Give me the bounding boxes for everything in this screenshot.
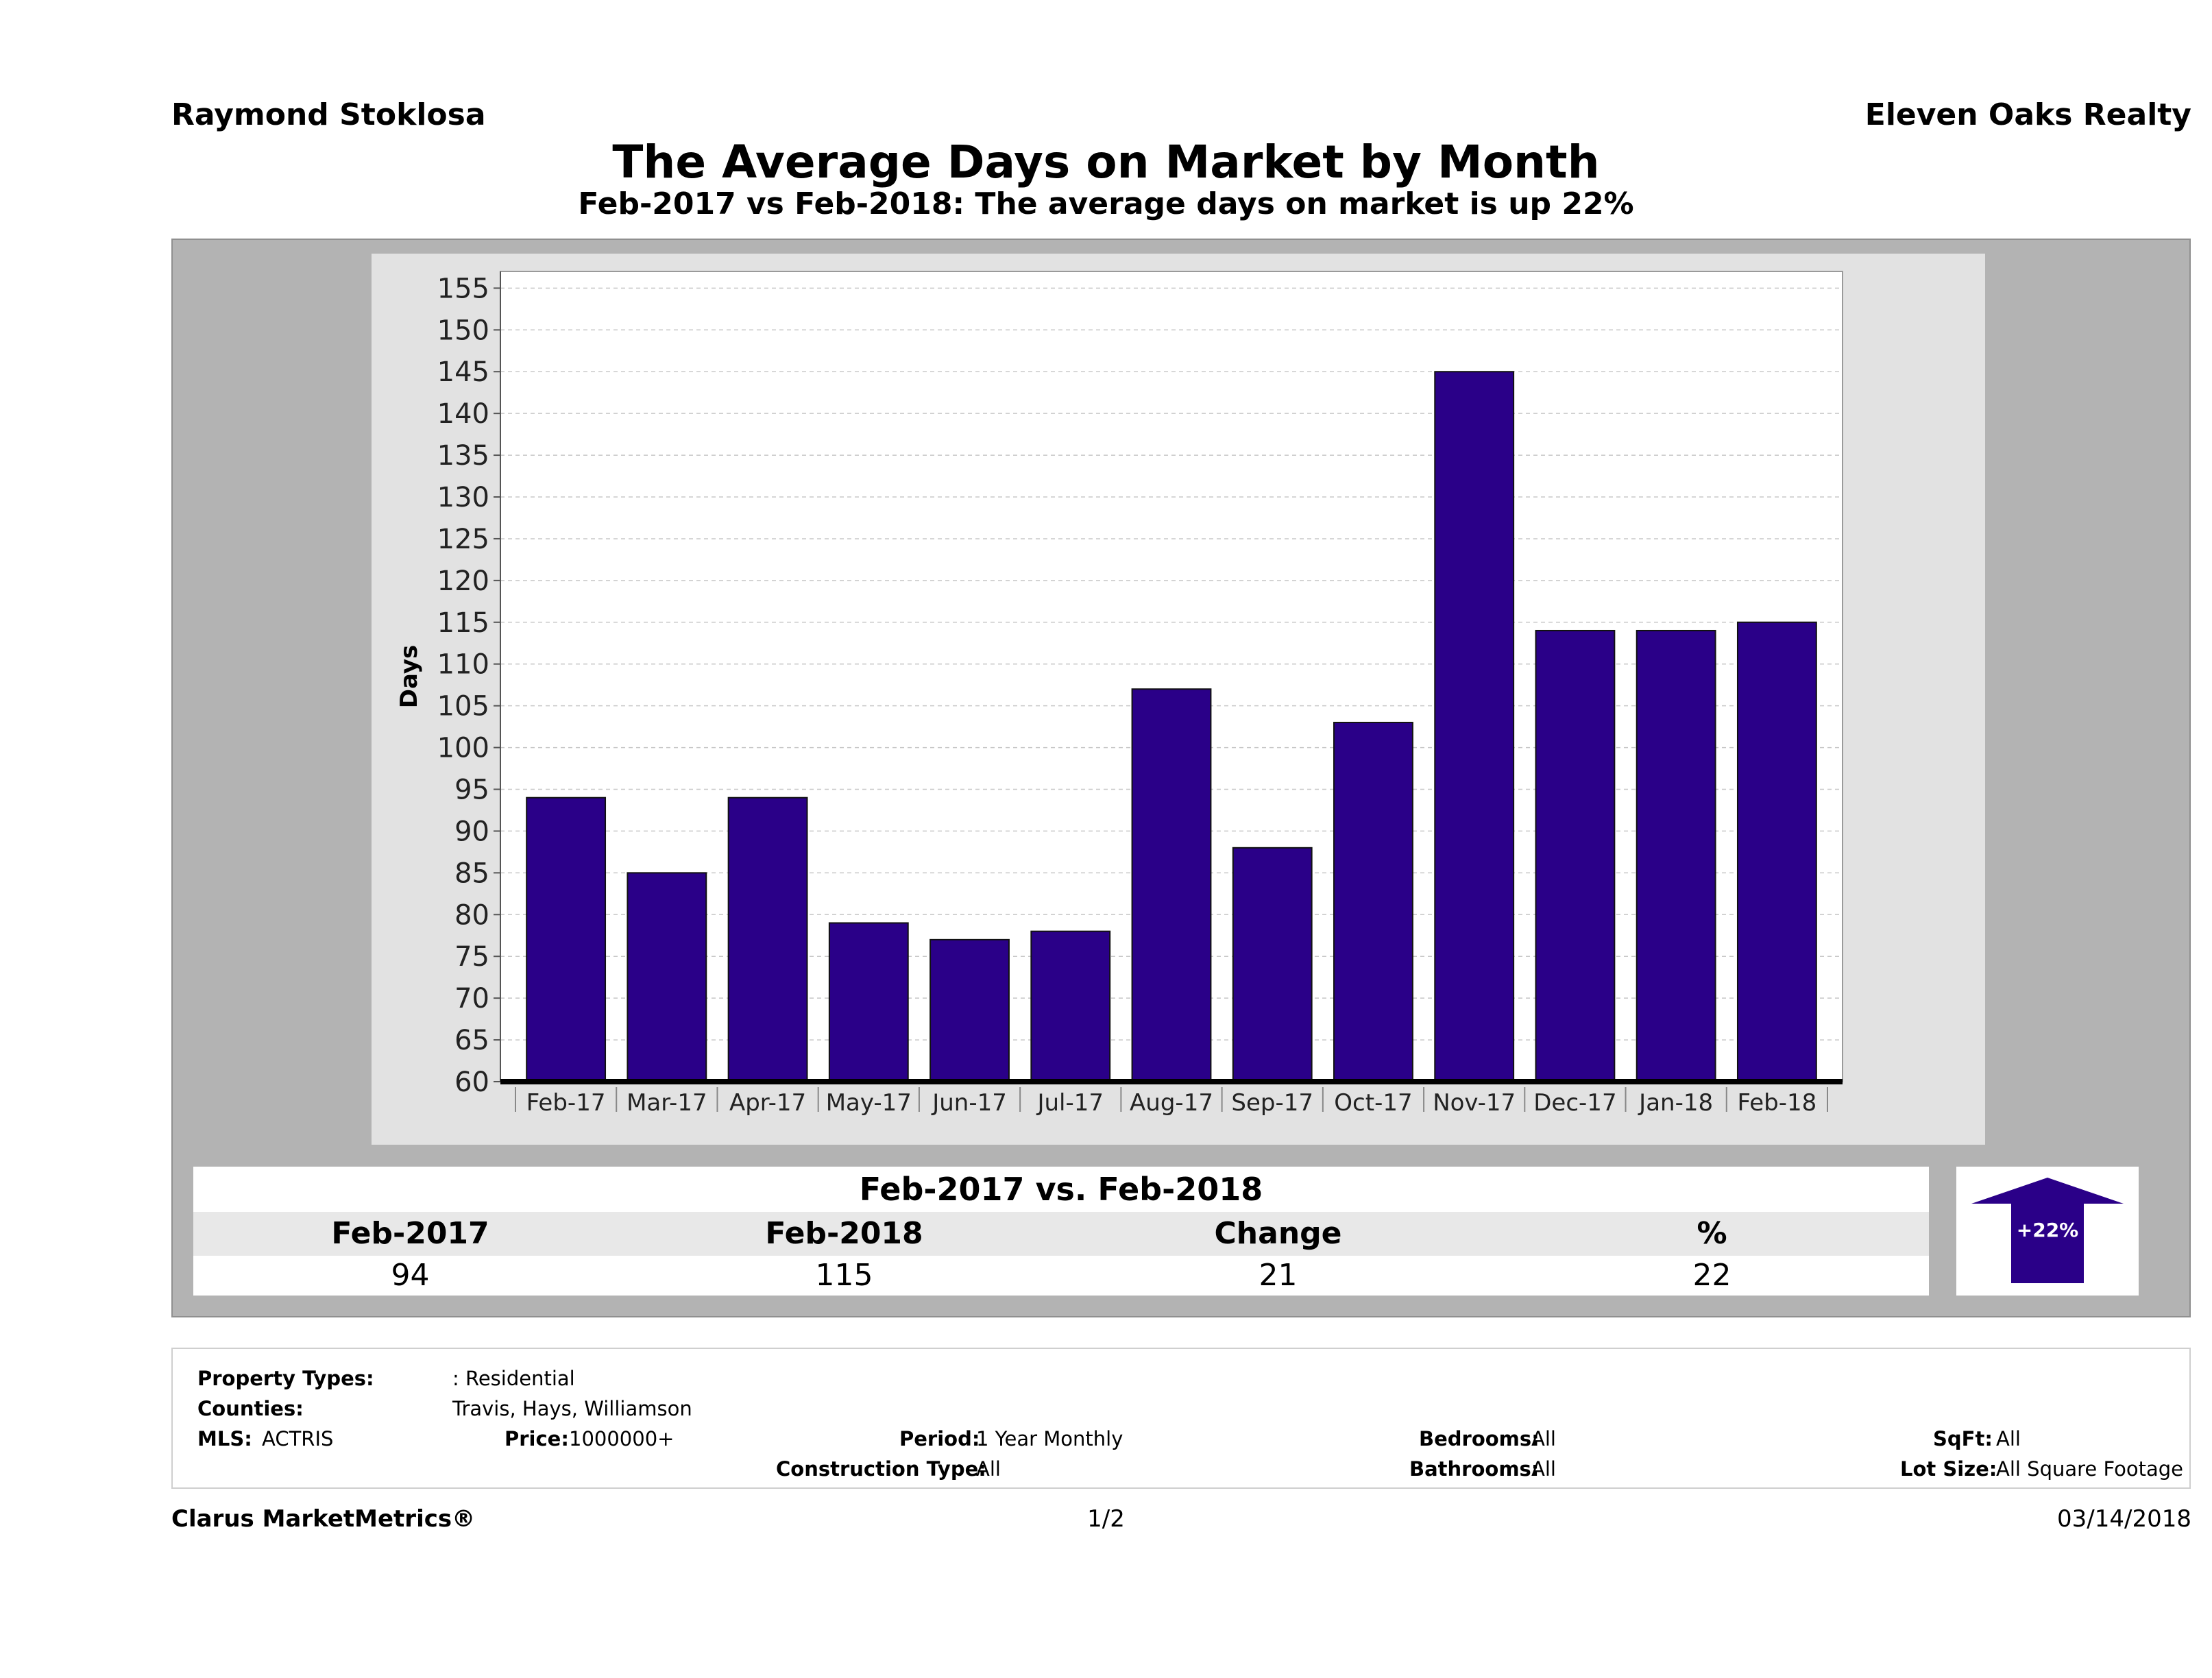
filter-criteria: Property Types: : Residential Counties: … <box>171 1348 2191 1489</box>
y-tick-label: 115 <box>437 607 489 639</box>
change-indicator: +22% <box>1956 1167 2139 1296</box>
x-tick-label: Aug-17 <box>1130 1089 1213 1117</box>
bar-jul-17 <box>1030 930 1111 1082</box>
comparison-value-row: 94 115 21 22 <box>193 1256 1929 1296</box>
y-tick-label: 90 <box>454 816 489 847</box>
footer-page-number: 1/2 <box>1087 1505 1125 1533</box>
y-tick-label: 65 <box>454 1025 489 1056</box>
value-change: 21 <box>1259 1258 1298 1293</box>
bar-feb-18 <box>1736 621 1817 1082</box>
footer-date: 03/14/2018 <box>2057 1505 2191 1533</box>
bar-jan-18 <box>1636 629 1716 1082</box>
y-tick-label: 140 <box>437 398 489 430</box>
bar-chart: 60 65 70 75 80 85 90 95 100 105 110 115 120 125 130 135… <box>396 271 1843 1117</box>
chart-area: 60 65 70 75 80 85 90 95 100 105 110 115 120 125 130 135… <box>372 254 1985 1145</box>
x-tick-label: Feb-18 <box>1738 1089 1817 1117</box>
agent-name: Raymond Stoklosa <box>171 97 486 132</box>
x-tick-label: Nov-17 <box>1433 1089 1516 1117</box>
bar-may-17 <box>828 922 909 1083</box>
counties-value: Travis, Hays, Williamson <box>452 1397 692 1420</box>
value-feb-2017: 94 <box>391 1258 430 1293</box>
value-percent: 22 <box>1692 1258 1731 1293</box>
bar-oct-17 <box>1333 722 1413 1082</box>
value-feb-2018: 115 <box>815 1258 873 1293</box>
y-tick-label: 80 <box>454 899 489 931</box>
y-axis-label: Days <box>396 645 423 709</box>
bedrooms-label: Bedrooms: <box>1419 1427 1540 1450</box>
y-tick-label: 60 <box>454 1067 489 1098</box>
y-tick-label: 155 <box>437 273 489 304</box>
period-label: Period: <box>899 1427 980 1450</box>
lot-size-value: All Square Footage <box>1996 1457 2184 1481</box>
lot-size-label: Lot Size: <box>1900 1457 1997 1481</box>
chart-title: The Average Days on Market by Month <box>612 136 1600 189</box>
sqft-value: All <box>1996 1427 2021 1450</box>
chart-subtitle: Feb-2017 vs Feb-2018: The average days o… <box>578 186 1634 221</box>
y-tick-label: 150 <box>437 315 489 346</box>
counties-label: Counties: <box>197 1397 304 1420</box>
mls-label: MLS: <box>197 1427 252 1450</box>
bar-dec-17 <box>1535 629 1616 1082</box>
bar-jun-17 <box>929 938 1010 1082</box>
bar-nov-17 <box>1434 371 1515 1082</box>
y-tick-label: 75 <box>454 941 489 973</box>
y-tick-label: 105 <box>437 691 489 722</box>
construction-type-value: All <box>976 1457 1001 1481</box>
x-tick-label: Jul-17 <box>1036 1089 1104 1117</box>
y-tick-label: 120 <box>437 566 489 597</box>
x-tick-label: Feb-17 <box>526 1089 606 1117</box>
mls-value: ACTRIS <box>262 1427 334 1450</box>
company-name: Eleven Oaks Realty <box>1864 97 2191 132</box>
up-arrow-icon: +22% <box>1971 1178 2124 1283</box>
y-tick-label: 145 <box>437 356 489 388</box>
change-badge: +22% <box>2017 1219 2078 1241</box>
y-tick-label: 85 <box>454 858 489 889</box>
y-tick-label: 100 <box>437 733 489 764</box>
y-tick-label: 125 <box>437 524 489 555</box>
x-tick-label: Dec-17 <box>1533 1089 1616 1117</box>
price-value: 1000000+ <box>569 1427 674 1450</box>
header-feb-2018: Feb-2018 <box>765 1216 923 1251</box>
up-arrow-shape <box>1971 1178 2124 1283</box>
x-tick-label: Apr-17 <box>729 1089 806 1117</box>
bedrooms-value: All <box>1531 1427 1556 1450</box>
x-tick-label: Jan-18 <box>1638 1089 1713 1117</box>
bathrooms-label: Bathrooms: <box>1409 1457 1540 1481</box>
x-tick-label: Sep-17 <box>1231 1089 1313 1117</box>
bathrooms-value: All <box>1531 1457 1556 1481</box>
bar-aug-17 <box>1131 688 1212 1082</box>
header-percent: % <box>1697 1216 1727 1251</box>
header-change: Change <box>1214 1216 1342 1251</box>
x-tick-label: May-17 <box>826 1089 912 1117</box>
y-tick-label: 110 <box>437 649 489 681</box>
comparison-title-row: Feb-2017 vs. Feb-2018 <box>193 1167 1929 1212</box>
comparison-table: Feb-2017 vs. Feb-2018 Feb-2017 Feb-2018 … <box>184 1158 2178 1309</box>
chart-panel: 60 65 70 75 80 85 90 95 100 105 110 115 120 125 130 135… <box>171 239 2191 1317</box>
y-tick-label: 70 <box>454 983 489 1014</box>
bar-mar-17 <box>627 872 707 1082</box>
construction-type-label: Construction Type: <box>776 1457 986 1481</box>
sqft-label: SqFt: <box>1933 1427 1993 1450</box>
y-tick-label: 135 <box>437 440 489 472</box>
bar-sep-17 <box>1232 847 1313 1082</box>
price-label: Price: <box>505 1427 569 1450</box>
comparison-header-row: Feb-2017 Feb-2018 Change % <box>193 1212 1929 1256</box>
footer-brand: Clarus MarketMetrics® <box>171 1505 476 1533</box>
y-tick-label: 95 <box>454 775 489 806</box>
property-types-label: Property Types: <box>197 1367 374 1390</box>
header-feb-2017: Feb-2017 <box>331 1216 489 1251</box>
bar-apr-17 <box>727 797 808 1082</box>
y-tick-label: 130 <box>437 482 489 513</box>
period-value: 1 Year Monthly <box>976 1427 1123 1450</box>
property-types-value: : Residential <box>452 1367 575 1390</box>
x-tick-label: Oct-17 <box>1334 1089 1412 1117</box>
bar-feb-17 <box>526 797 607 1082</box>
comparison-title: Feb-2017 vs. Feb-2018 <box>859 1171 1263 1208</box>
x-tick-label: Mar-17 <box>627 1089 707 1117</box>
x-tick-label: Jun-17 <box>931 1089 1007 1117</box>
